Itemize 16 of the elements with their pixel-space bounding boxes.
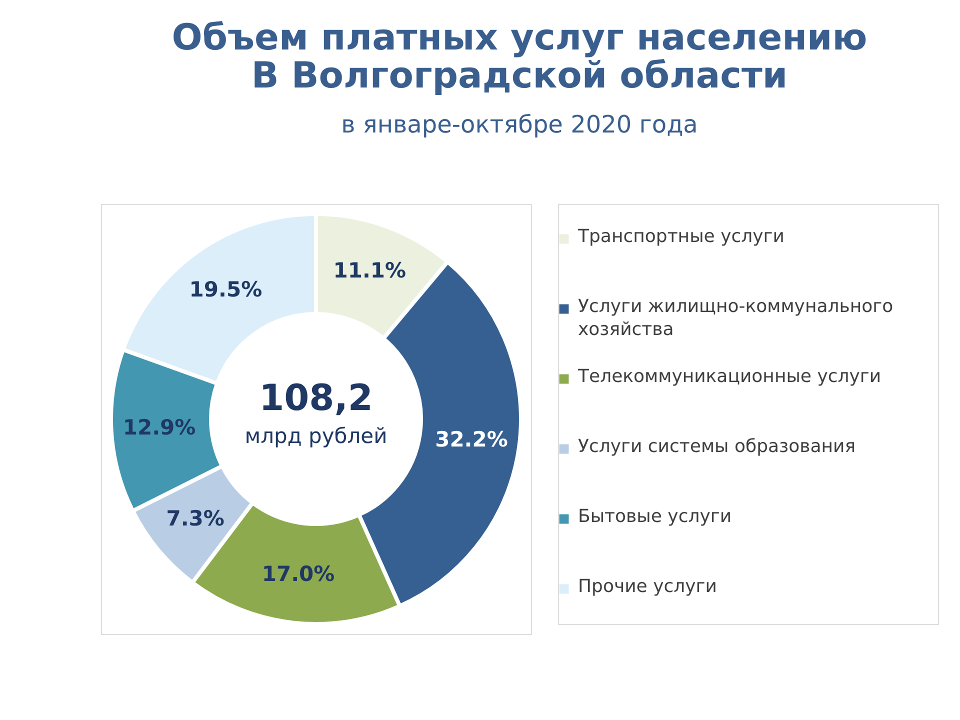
data-label: 12.9% [122,415,196,440]
legend-label: Услуги системы образования [578,436,856,457]
data-label: 7.3% [166,506,224,530]
data-label: 32.2% [435,428,508,452]
legend-label: Транспортные услуги [577,226,784,247]
text: 108,2 [259,378,373,419]
text: млрд рублей [244,424,388,448]
chart-subtitle: в январе-октябре 2020 года [341,110,698,138]
legend-label: Телекоммуникационные услуги [577,366,882,387]
data-label: 19.5% [189,278,262,302]
legend-label: Прочие услуги [578,576,717,597]
legend-label: Услуги жилищно-коммунального хозяйства [578,296,894,340]
legend-label: Бытовые услуги [578,506,732,527]
data-label: 17.0% [262,562,335,586]
data-label: 11.1% [333,258,406,282]
text: Объем платных услуг населению [172,18,868,58]
